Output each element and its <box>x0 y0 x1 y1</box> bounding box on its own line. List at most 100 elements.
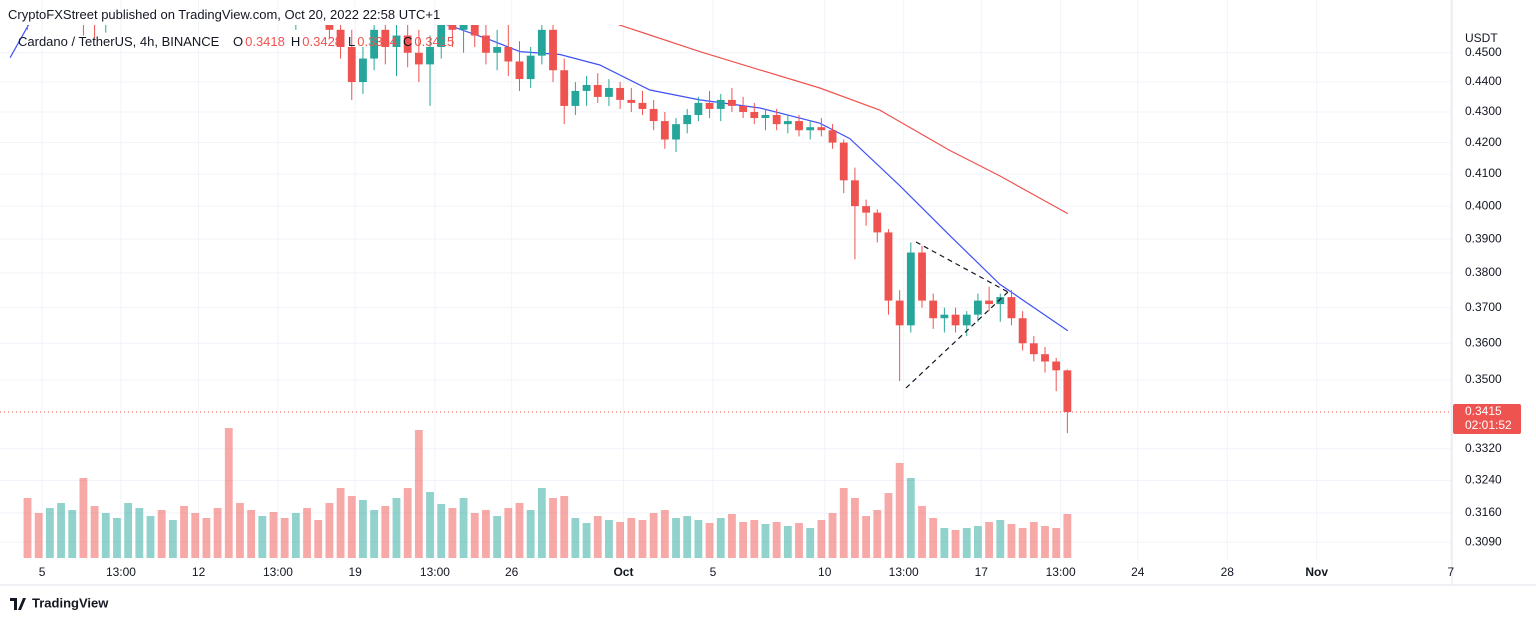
candle-body <box>884 232 893 301</box>
x-tick-label: 5 <box>39 565 46 579</box>
volume-bar <box>370 510 379 558</box>
candle-body <box>974 300 982 315</box>
volume-bar <box>79 478 88 558</box>
candle-body <box>683 114 692 125</box>
y-tick-label: 0.3160 <box>1465 505 1502 519</box>
plot-area <box>0 0 1452 558</box>
axes: USDT 0.4500 0.4400 0.4300 0.4200 0.4100 0.400… <box>0 0 1536 586</box>
volume-bar <box>560 496 569 558</box>
price-tag-countdown: 02:01:52 <box>1465 418 1512 432</box>
y-tick-label: 0.4100 <box>1465 166 1502 180</box>
publisher: CryptoFXStreet published on TradingView.… <box>8 7 441 22</box>
candle-body <box>772 114 781 125</box>
volume-bar <box>929 518 938 558</box>
candle-body <box>336 29 345 47</box>
volume-bar <box>593 516 602 558</box>
candle-body <box>370 29 379 59</box>
y-tick-label: 0.4200 <box>1465 135 1502 149</box>
volume-bar <box>168 520 177 558</box>
volume-bar <box>213 508 222 558</box>
candle-body <box>985 300 994 305</box>
x-tick-label: 5 <box>710 565 717 579</box>
brand-name: TradingView <box>32 595 109 610</box>
volume-bar <box>146 516 155 558</box>
volume-bar <box>795 523 803 558</box>
volume-bar <box>750 520 759 558</box>
ohlc-value: 0.3428 <box>302 34 343 49</box>
candle-body <box>403 35 412 53</box>
ohlc-key: O <box>232 34 244 49</box>
volume-bar <box>482 510 490 558</box>
volume-bar <box>537 488 546 558</box>
candle-body <box>35 0 43 2</box>
volume-bar <box>124 503 133 558</box>
volume-bar <box>157 510 166 558</box>
volume-bar <box>806 528 815 558</box>
volume-bar <box>1029 522 1038 558</box>
candle-body <box>325 25 334 30</box>
candle-body <box>582 84 591 91</box>
symbol-row: Cardano / TetherUS, 4h, BINANCE O 0.3418 H… <box>18 34 460 49</box>
volume-bar <box>638 520 647 558</box>
x-tick-label: 26 <box>505 565 519 579</box>
volume-bar <box>359 500 367 558</box>
volume-bar <box>493 516 502 558</box>
candle-body <box>1063 370 1072 412</box>
y-tick-label: 0.3320 <box>1465 441 1502 455</box>
candle-body <box>940 314 949 319</box>
volume-bar <box>728 514 736 558</box>
volume-bar <box>873 510 882 558</box>
candle-body <box>873 212 882 233</box>
candle-body <box>839 142 848 181</box>
volume-bar <box>101 513 110 558</box>
candle-body <box>437 25 446 47</box>
ohlc-value: 0.3364 <box>357 34 398 49</box>
candle-body <box>537 29 546 56</box>
candle-body <box>828 130 837 143</box>
volume-bar <box>414 430 423 558</box>
volume-bar <box>515 503 524 558</box>
volume-bar <box>180 506 188 558</box>
candle-body <box>1052 361 1061 371</box>
volume-bar <box>906 478 915 558</box>
y-tick-label: 0.3500 <box>1465 372 1502 386</box>
price-tag <box>1453 403 1521 434</box>
candle-body <box>638 102 647 109</box>
volume-bar <box>851 498 859 558</box>
volume-bar <box>135 508 144 558</box>
x-tick-label: Nov <box>1305 565 1328 579</box>
candle-body <box>660 121 669 140</box>
volume-bar <box>605 520 613 558</box>
candle-body <box>482 35 490 53</box>
volume-bar <box>772 522 781 558</box>
volume-bar <box>828 513 837 558</box>
candle-body <box>1029 343 1038 355</box>
x-tick-label: 13:00 <box>420 565 450 579</box>
candle-body <box>851 180 859 207</box>
candle-body <box>739 105 748 112</box>
volume-bar <box>1018 528 1027 558</box>
volume-bar <box>940 528 949 558</box>
candle-body <box>672 124 680 140</box>
candle-body <box>962 314 971 326</box>
volume-bar <box>739 522 748 558</box>
volume-bar <box>202 518 211 558</box>
y-tick-label: 0.4400 <box>1465 74 1502 88</box>
volume-bar <box>683 516 692 558</box>
volume-bar <box>694 520 703 558</box>
y-tick-label: 0.3900 <box>1465 231 1502 245</box>
price-tag-value: 0.3415 <box>1465 404 1502 418</box>
candle-body <box>571 90 580 106</box>
candle-body <box>1007 297 1016 319</box>
volume-bar <box>470 513 479 558</box>
volume-bar <box>448 508 457 558</box>
ohlc-value: 0.3418 <box>245 34 285 49</box>
volume-bar <box>672 518 680 558</box>
candle-body <box>414 52 423 65</box>
x-tick-label: 13:00 <box>263 565 293 579</box>
candle-body <box>1041 354 1049 362</box>
candle-body <box>728 99 736 106</box>
volume-bar <box>325 503 334 558</box>
volume-bar <box>716 518 725 558</box>
x-tick-label: Oct <box>613 565 633 579</box>
